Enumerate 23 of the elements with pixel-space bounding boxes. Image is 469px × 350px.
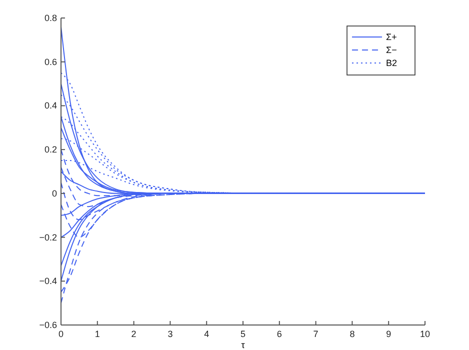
x-tick-label: 9 [386, 329, 392, 339]
x-tick-label: 0 [58, 329, 64, 339]
x-tick-label: 2 [131, 329, 136, 339]
legend-label: Σ+ [386, 32, 397, 42]
x-axis-title: τ [241, 340, 246, 350]
x-tick-label: 8 [350, 329, 355, 339]
x-tick-label: 6 [276, 329, 282, 339]
x-tick-label: 4 [204, 329, 210, 339]
x-tick-label: 1 [94, 329, 100, 339]
y-tick-label: 0.6 [44, 56, 57, 67]
y-tick-label: −0.6 [39, 320, 57, 330]
y-tick-label: 0.2 [44, 144, 57, 155]
y-tick-label: −0.2 [39, 232, 57, 242]
y-tick-label: 0.4 [44, 100, 57, 111]
y-tick-label: 0 [52, 188, 57, 198]
x-tick-label: 7 [313, 329, 318, 339]
x-tick-label: 10 [420, 329, 430, 339]
x-tick-label: 3 [168, 329, 173, 339]
legend-label: Σ− [386, 45, 397, 55]
legend-label: B2 [386, 58, 398, 68]
x-tick-label: 5 [240, 329, 246, 339]
y-tick-label: 0.8 [44, 13, 57, 23]
y-tick-label: −0.4 [39, 276, 57, 286]
